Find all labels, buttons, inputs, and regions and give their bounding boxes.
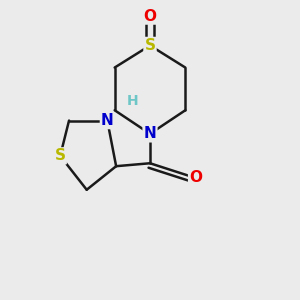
Text: O: O: [143, 8, 157, 23]
Text: N: N: [101, 113, 114, 128]
Text: N: N: [144, 126, 156, 141]
Text: O: O: [189, 170, 202, 185]
Text: S: S: [145, 38, 155, 53]
Text: S: S: [55, 148, 66, 164]
Text: H: H: [127, 94, 138, 108]
